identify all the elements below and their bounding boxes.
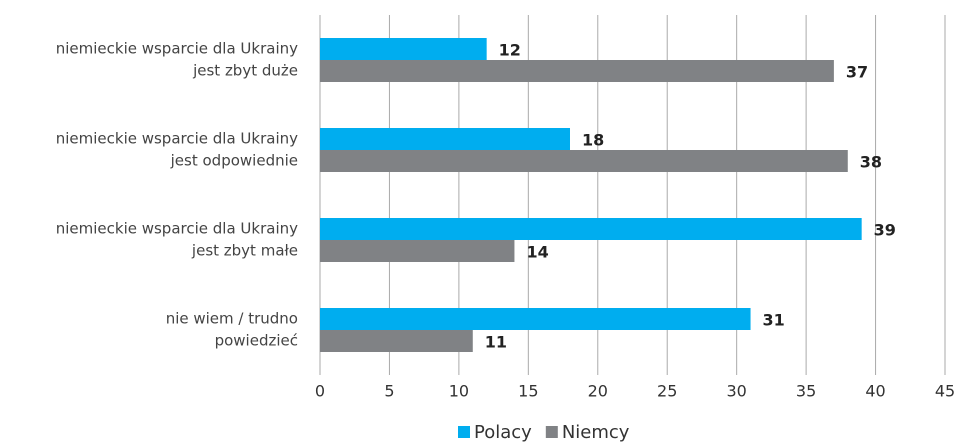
category-label: jest zbyt duże (192, 62, 298, 80)
x-tick-label: 20 (588, 382, 608, 401)
x-tick-label: 35 (796, 382, 816, 401)
legend-swatch (458, 426, 470, 438)
value-label: 11 (485, 333, 507, 352)
value-label: 37 (846, 63, 868, 82)
bar (320, 330, 473, 352)
x-tick-label: 5 (384, 382, 394, 401)
x-tick-label: 25 (657, 382, 677, 401)
bar (320, 150, 848, 172)
x-tick-label: 15 (518, 382, 538, 401)
value-label: 38 (860, 153, 882, 172)
x-tick-label: 45 (935, 382, 955, 401)
value-label: 14 (526, 243, 548, 262)
bar (320, 60, 834, 82)
category-label: niemieckie wsparcie dla Ukrainy (56, 130, 298, 148)
value-label: 12 (499, 41, 521, 60)
x-tick-label: 10 (449, 382, 469, 401)
bar (320, 240, 515, 262)
x-tick-label: 40 (865, 382, 885, 401)
bar (320, 128, 570, 150)
bar (320, 308, 751, 330)
value-label: 39 (874, 221, 896, 240)
bar (320, 218, 862, 240)
bar (320, 38, 487, 60)
value-label: 31 (763, 311, 785, 330)
category-label: niemieckie wsparcie dla Ukrainy (56, 220, 298, 238)
x-tick-label: 30 (726, 382, 746, 401)
category-label: jest odpowiednie (170, 152, 298, 170)
legend-label: Polacy (474, 422, 532, 443)
category-label: jest zbyt małe (191, 242, 298, 260)
x-tick-label: 0 (315, 382, 325, 401)
category-label: niemieckie wsparcie dla Ukrainy (56, 40, 298, 58)
legend-label: Niemcy (562, 422, 630, 443)
category-label: powiedzieć (215, 332, 298, 350)
value-label: 18 (582, 131, 604, 150)
legend-swatch (545, 426, 558, 438)
category-label: nie wiem / trudno (166, 310, 298, 328)
